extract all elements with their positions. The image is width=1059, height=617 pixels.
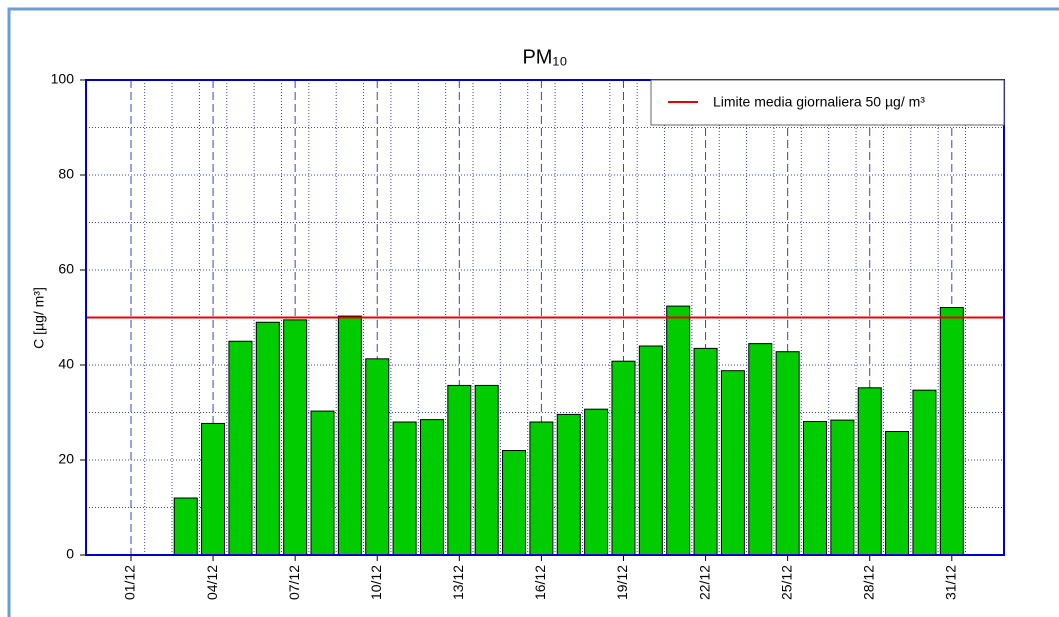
bar: [310, 410, 335, 556]
bar: [392, 421, 417, 556]
x-tick-label: 28/12: [860, 565, 876, 600]
bar: [885, 431, 910, 556]
bar: [365, 358, 390, 556]
bar: [939, 307, 964, 556]
y-axis-label: C [µg/ m³]: [31, 287, 47, 349]
bar: [584, 408, 609, 556]
x-tick-label: 19/12: [614, 565, 630, 600]
bar: [611, 360, 636, 556]
bar: [419, 419, 444, 556]
legend-box: [650, 79, 1005, 126]
bar: [638, 345, 663, 556]
x-tick-label: 22/12: [696, 565, 712, 600]
bar: [556, 413, 581, 556]
y-tick-label: 100: [51, 71, 75, 87]
x-tick-label: 01/12: [122, 565, 138, 600]
y-tick-label: 20: [58, 451, 74, 467]
plot-frame: [85, 79, 1005, 556]
bar: [447, 384, 472, 556]
x-tick-label: 31/12: [943, 565, 959, 600]
bar: [803, 421, 827, 556]
y-tick-label: 0: [66, 546, 74, 562]
bar: [830, 419, 855, 556]
chart-title: PM₁₀: [522, 46, 567, 68]
bar: [474, 384, 499, 556]
x-tick-label: 04/12: [204, 565, 220, 600]
bar: [255, 321, 280, 556]
window-frame: [7, 7, 1059, 617]
bar: [337, 315, 362, 556]
bar: [283, 319, 308, 556]
bar: [775, 351, 800, 556]
y-tick-label: 80: [58, 166, 74, 182]
x-tick-label: 07/12: [286, 565, 302, 600]
bar: [720, 370, 745, 556]
bar: [666, 305, 691, 556]
y-tick-label: 40: [58, 356, 74, 372]
x-tick-label: 10/12: [368, 565, 384, 600]
bar: [693, 347, 718, 556]
bar: [912, 389, 937, 556]
bar: [748, 343, 773, 556]
bar: [502, 450, 527, 556]
legend-label: Limite media giornaliera 50 µg/ m³: [713, 94, 925, 110]
bar: [201, 422, 226, 556]
bar: [857, 387, 882, 556]
x-tick-label: 25/12: [778, 565, 794, 600]
bar: [228, 340, 253, 556]
x-tick-label: 16/12: [532, 565, 548, 600]
y-tick-label: 60: [58, 261, 74, 277]
x-tick-label: 13/12: [450, 565, 466, 600]
bar: [173, 497, 198, 556]
bar: [529, 421, 554, 556]
